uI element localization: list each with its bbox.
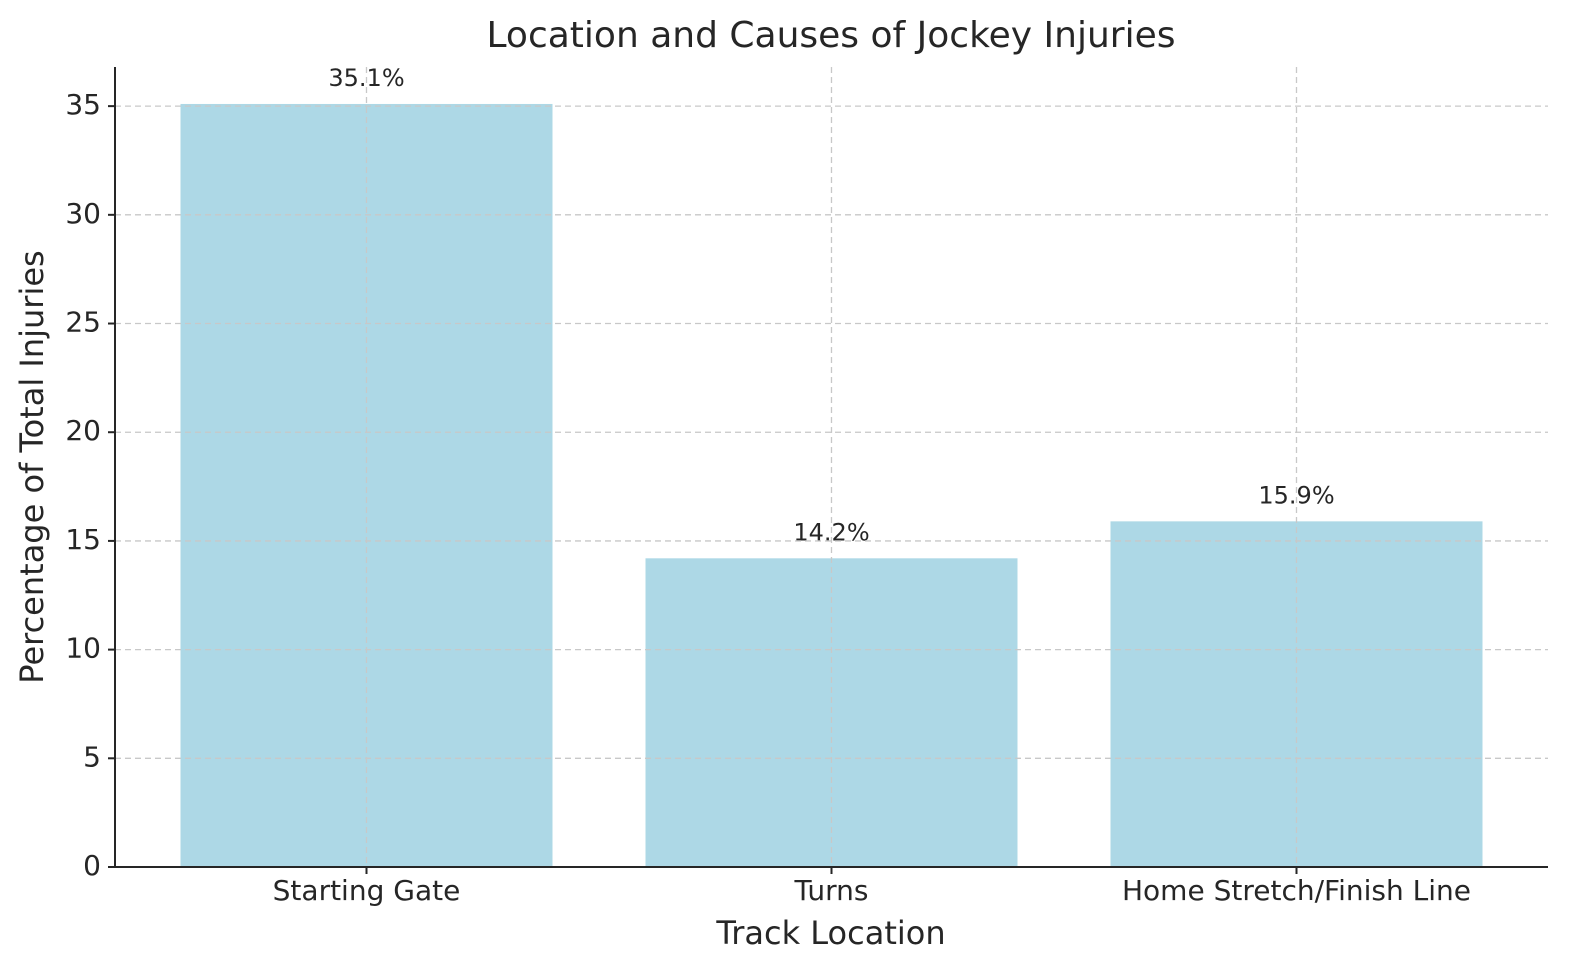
y-tick-label: 0 xyxy=(83,849,101,882)
y-tick-label: 15 xyxy=(65,523,101,556)
y-tick-label: 10 xyxy=(65,632,101,665)
y-tick-label: 20 xyxy=(65,414,101,447)
value-label: 15.9% xyxy=(1258,481,1334,509)
x-tick-label: Turns xyxy=(794,874,869,907)
x-tick-label: Home Stretch/Finish Line xyxy=(1122,874,1471,907)
x-tick-label: Starting Gate xyxy=(273,874,461,907)
chart-title: Location and Causes of Jockey Injuries xyxy=(487,15,1176,56)
y-axis-label: Percentage of Total Injuries xyxy=(13,250,51,683)
y-tick-label: 35 xyxy=(65,88,101,121)
y-tick-label: 5 xyxy=(83,740,101,773)
y-tick-label: 25 xyxy=(65,306,101,339)
x-axis-label: Track Location xyxy=(715,914,945,952)
y-tick-label: 30 xyxy=(65,197,101,230)
bar xyxy=(1110,521,1483,867)
